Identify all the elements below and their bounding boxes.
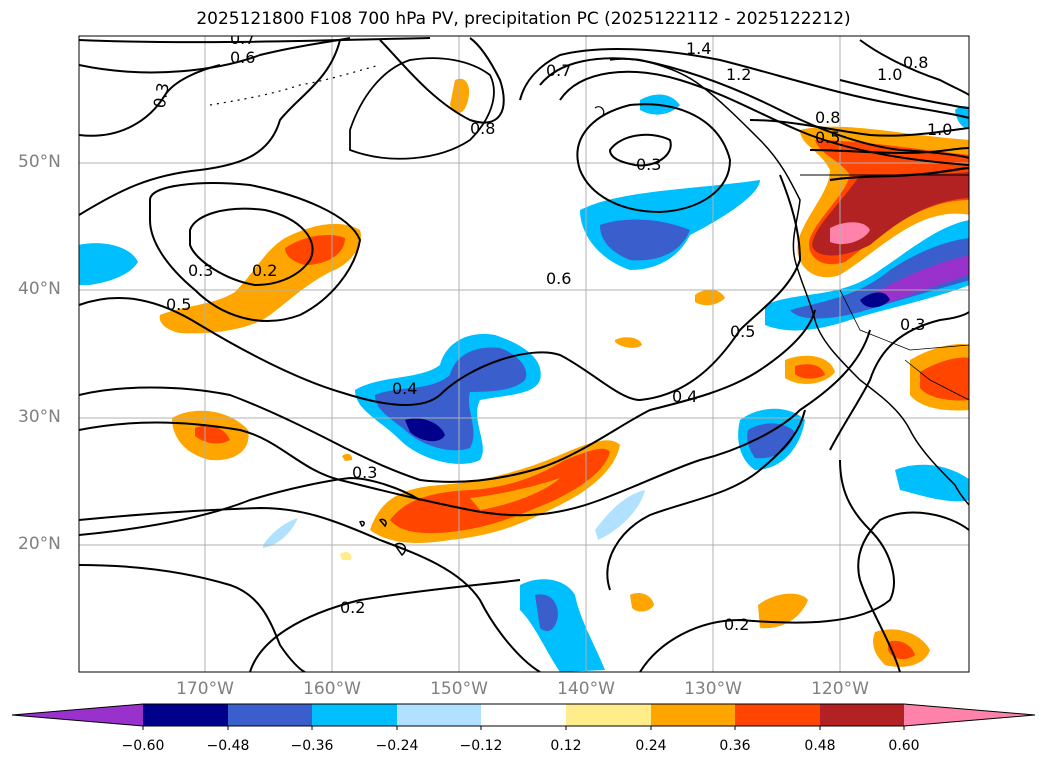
contour-label: 1.2 bbox=[726, 65, 751, 84]
contour-label: 0.6 bbox=[230, 48, 255, 67]
contour-label: 0.2 bbox=[724, 615, 749, 634]
colorbar-swatch bbox=[735, 704, 820, 726]
colorbar-tick-label: 0.60 bbox=[888, 738, 920, 754]
contour-label: 0.4 bbox=[672, 387, 697, 406]
colorbar bbox=[11, 703, 1036, 730]
contour-label: 0.8 bbox=[903, 53, 928, 72]
contour-label: 0.7 bbox=[230, 29, 255, 48]
contour-label: 0.3 bbox=[900, 315, 925, 334]
lon-label: 140°W bbox=[557, 679, 615, 699]
lat-label: 20°N bbox=[18, 534, 61, 554]
colorbar-extend-min bbox=[12, 704, 143, 726]
colorbar-swatch bbox=[228, 704, 312, 726]
colorbar-extend-max bbox=[904, 704, 1035, 726]
contour-label: 0.3 bbox=[150, 81, 173, 109]
contour-label: 0.5 bbox=[730, 322, 755, 341]
colorbar-swatch bbox=[397, 704, 481, 726]
pv-contours bbox=[79, 37, 969, 672]
map-frame bbox=[78, 35, 970, 673]
contour-label: 0.8 bbox=[470, 119, 495, 138]
colorbar-tick-label: −0.60 bbox=[121, 738, 165, 754]
colorbar-tick-label: −0.24 bbox=[375, 738, 419, 754]
colorbar-swatch bbox=[651, 704, 735, 726]
colorbar-tick-label: 0.24 bbox=[635, 738, 667, 754]
precip-negative-band-sw bbox=[765, 220, 969, 331]
contour-label: 0.6 bbox=[546, 269, 571, 288]
lat-label: 30°N bbox=[18, 407, 61, 427]
contour-label: 0.5 bbox=[166, 295, 191, 314]
lat-label: 40°N bbox=[18, 279, 61, 299]
contour-label: 1.4 bbox=[686, 39, 711, 58]
contour-label: 0.7 bbox=[546, 61, 571, 80]
colorbar-tick-label: −0.12 bbox=[459, 738, 503, 754]
contour-label: 0.8 bbox=[815, 108, 840, 127]
precip-shading bbox=[79, 78, 969, 672]
contour-label: 0.2 bbox=[340, 598, 365, 617]
contour-label: 0.2 bbox=[252, 261, 277, 280]
colorbar-tick-label: 0.12 bbox=[550, 738, 582, 754]
contour-label: 0.5 bbox=[815, 128, 840, 147]
colorbar-swatch bbox=[820, 704, 904, 726]
lat-label: 50°N bbox=[18, 152, 61, 172]
colorbar-swatch bbox=[143, 704, 228, 726]
colorbar-swatch bbox=[312, 704, 397, 726]
contour-label: 1.0 bbox=[927, 120, 952, 139]
contour-label: 0.3 bbox=[352, 463, 377, 482]
contour-label: 0.4 bbox=[392, 379, 417, 398]
contour-label: 1.0 bbox=[877, 65, 902, 84]
colorbar-swatch bbox=[566, 704, 651, 726]
colorbar-tick-label: −0.48 bbox=[206, 738, 250, 754]
contour-label: 0.3 bbox=[188, 261, 213, 280]
colorbar-swatch bbox=[481, 704, 566, 726]
lon-label: 120°W bbox=[811, 679, 869, 699]
lon-label: 160°W bbox=[303, 679, 361, 699]
lon-label: 130°W bbox=[684, 679, 742, 699]
contour-labels: 0.7 0.6 0.3 1.4 1.2 0.8 1.0 0.7 0.8 0.8 … bbox=[150, 29, 953, 634]
coastlines bbox=[209, 58, 969, 557]
colorbar-tick-label: 0.36 bbox=[719, 738, 751, 754]
map-title: 2025121800 F108 700 hPa PV, precipitatio… bbox=[196, 9, 851, 29]
graticule bbox=[79, 36, 969, 672]
lon-label: 170°W bbox=[176, 679, 234, 699]
lon-label: 150°W bbox=[430, 679, 488, 699]
contour-label: 0.3 bbox=[636, 155, 661, 174]
colorbar-tick-label: −0.36 bbox=[290, 738, 334, 754]
colorbar-tick-label: 0.48 bbox=[804, 738, 836, 754]
